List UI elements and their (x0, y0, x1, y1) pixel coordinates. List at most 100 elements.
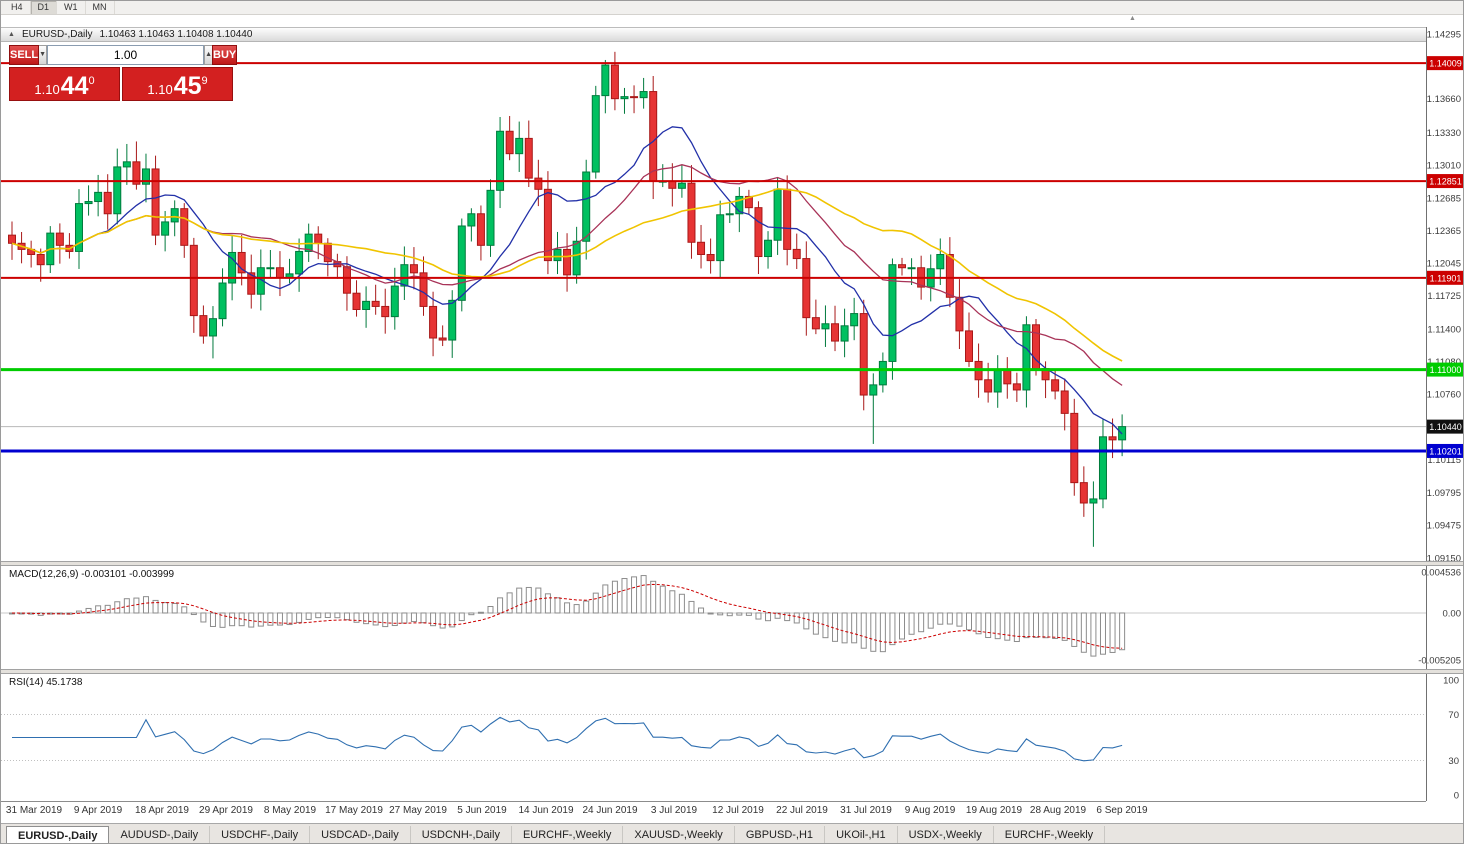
price-axis-label: 1.12685 (1427, 193, 1461, 204)
date-label: 9 Aug 2019 (904, 805, 956, 816)
price-tag (1427, 174, 1463, 189)
date-label: 17 May 2019 (325, 805, 383, 816)
date-label: 8 May 2019 (263, 805, 317, 816)
svg-text:1.10201: 1.10201 (1429, 446, 1462, 456)
price-axis-label: 1.12045 (1427, 259, 1461, 270)
sell-price-main: 44 (60, 72, 89, 100)
rsi-line (12, 716, 1123, 762)
price-axis-label: 1.09795 (1427, 488, 1461, 499)
date-label: 12 Jul 2019 (712, 805, 764, 816)
rsi-panel[interactable]: 100 70 30 0 (1, 674, 1464, 801)
chart-tab-7[interactable]: GBPUSD-,H1 (735, 826, 826, 843)
date-label: 31 Jul 2019 (840, 805, 892, 816)
chart-title: EURUSD-,Daily (21, 29, 93, 40)
price-tag (1427, 362, 1463, 377)
buy-price-display: 1.10 45 9 (122, 67, 233, 101)
timeframe-button-h4[interactable]: H4 (4, 1, 31, 14)
chart-shift-marker-icon: ▲ (1129, 15, 1136, 22)
chart-tab-0[interactable]: EURUSD-,Daily (6, 826, 110, 843)
macd-axis-label: 0.00 (1443, 608, 1462, 619)
price-axis-label: 1.11725 (1427, 291, 1461, 302)
chart-tabs: EURUSD-,Daily AUDUSD-,Daily USDCHF-,Daily U… (1, 823, 1463, 843)
macd-panel[interactable]: 0.004536 0.00 -0.005205 (1, 566, 1464, 669)
price-tag (1427, 270, 1463, 285)
volume-down-icon[interactable]: ▼ (39, 45, 48, 65)
date-label: 27 May 2019 (389, 805, 447, 816)
svg-text:1.12851: 1.12851 (1429, 177, 1462, 187)
price-axis-label: 1.13660 (1427, 94, 1461, 105)
chart-tab-2[interactable]: USDCHF-,Daily (210, 826, 311, 843)
price-axis-label: 1.14295 (1427, 30, 1461, 41)
chart-ohlc-quote: 1.10463 1.10463 1.10408 1.10440 (99, 29, 253, 40)
macd-axis-label: -0.005205 (1418, 656, 1461, 667)
chart-titlebar: ▲ EURUSD-,Daily 1.10463 1.10463 1.10408 … (1, 27, 1426, 42)
sell-price-display: 1.10 44 0 (9, 67, 120, 101)
chart-tab-4[interactable]: USDCNH-,Daily (411, 826, 512, 843)
ma-line-34 (11, 187, 1123, 362)
price-axis-label: 1.10115 (1427, 455, 1461, 466)
date-label: 3 Jul 2019 (650, 805, 698, 816)
panel-splitter[interactable] (1, 669, 1463, 674)
timeframe-toolbar: H4 D1 W1 MN (1, 1, 1463, 15)
date-axis-line (1, 801, 1426, 802)
volume-input[interactable] (47, 45, 205, 65)
volume-up-icon[interactable]: ▲ (204, 45, 212, 65)
buy-price-prefix: 1.10 (147, 82, 173, 97)
date-axis[interactable]: 31 Mar 2019 9 Apr 2019 18 Apr 2019 29 Apr 2… (1, 801, 1463, 823)
rsi-axis-label: 70 (1448, 710, 1459, 721)
candles (8, 51, 1127, 547)
chart-tab-6[interactable]: XAUUSD-,Weekly (623, 826, 735, 843)
date-label: 24 Jun 2019 (582, 805, 638, 816)
chart-title-icon: ▲ (8, 31, 15, 38)
date-label: 9 Apr 2019 (73, 805, 123, 816)
timeframe-button-w1[interactable]: W1 (57, 1, 86, 14)
main-chart[interactable]: 1.14295 1.13660 1.13330 1.13010 1.12685 1.123… (1, 27, 1464, 561)
sell-price-prefix: 1.10 (34, 82, 60, 97)
chart-tab-5[interactable]: EURCHF-,Weekly (512, 826, 624, 843)
macd-histogram (9, 575, 1126, 657)
price-tag (1427, 443, 1463, 458)
macd-label: MACD(12,26,9) -0.003101 -0.003999 (9, 569, 175, 580)
date-label: 14 Jun 2019 (518, 805, 574, 816)
date-label: 28 Aug 2019 (1029, 805, 1087, 816)
chart-tab-3[interactable]: USDCAD-,Daily (310, 826, 411, 843)
price-tag (1427, 56, 1463, 71)
one-click-trading-panel: SELL ▼ ▲ BUY 1.10 44 0 1.10 45 9 (9, 45, 238, 101)
buy-price-main: 45 (173, 72, 202, 100)
rsi-axis-label: 0 (1454, 791, 1459, 802)
sell-price-pipette: 0 (88, 75, 95, 87)
price-axis-label: 1.11400 (1427, 324, 1461, 335)
date-label: 31 Mar 2019 (5, 805, 63, 816)
date-label: 19 Aug 2019 (965, 805, 1023, 816)
rsi-axis-label: 100 (1443, 676, 1459, 687)
sell-button[interactable]: SELL (9, 45, 40, 65)
rsi-axis-label: 30 (1448, 756, 1459, 767)
date-label: 29 Apr 2019 (199, 805, 253, 816)
price-axis-label: 1.13330 (1427, 128, 1461, 139)
price-tag (1427, 419, 1463, 434)
date-label: 5 Jun 2019 (457, 805, 507, 816)
date-label: 18 Apr 2019 (135, 805, 189, 816)
price-axis-label: 1.12365 (1427, 226, 1461, 237)
macd-axis-label: 0.004536 (1421, 568, 1461, 579)
rsi-label: RSI(14) 45.1738 (9, 677, 83, 688)
price-axis-label: 1.09475 (1427, 520, 1461, 531)
panel-splitter[interactable] (1, 561, 1463, 566)
buy-button[interactable]: BUY (212, 45, 238, 65)
chart-tab-10[interactable]: EURCHF-,Weekly (994, 826, 1106, 843)
svg-text:1.10440: 1.10440 (1429, 422, 1462, 432)
price-axis-label: 1.10760 (1427, 390, 1461, 401)
svg-text:1.11901: 1.11901 (1430, 273, 1462, 283)
chart-tab-9[interactable]: USDX-,Weekly (898, 826, 994, 843)
chart-tab-1[interactable]: AUDUSD-,Daily (109, 826, 211, 843)
date-label: 6 Sep 2019 (1096, 805, 1148, 816)
price-axis-label: 1.11080 (1427, 357, 1461, 368)
svg-text:1.11000: 1.11000 (1430, 365, 1462, 375)
buy-price-pipette: 9 (201, 75, 208, 87)
timeframe-button-d1[interactable]: D1 (30, 1, 58, 14)
ma-line-10 (11, 126, 1123, 435)
chart-tab-8[interactable]: UKOil-,H1 (825, 826, 898, 843)
price-axis-label: 1.09150 (1427, 554, 1461, 562)
timeframe-button-mn[interactable]: MN (86, 1, 115, 14)
